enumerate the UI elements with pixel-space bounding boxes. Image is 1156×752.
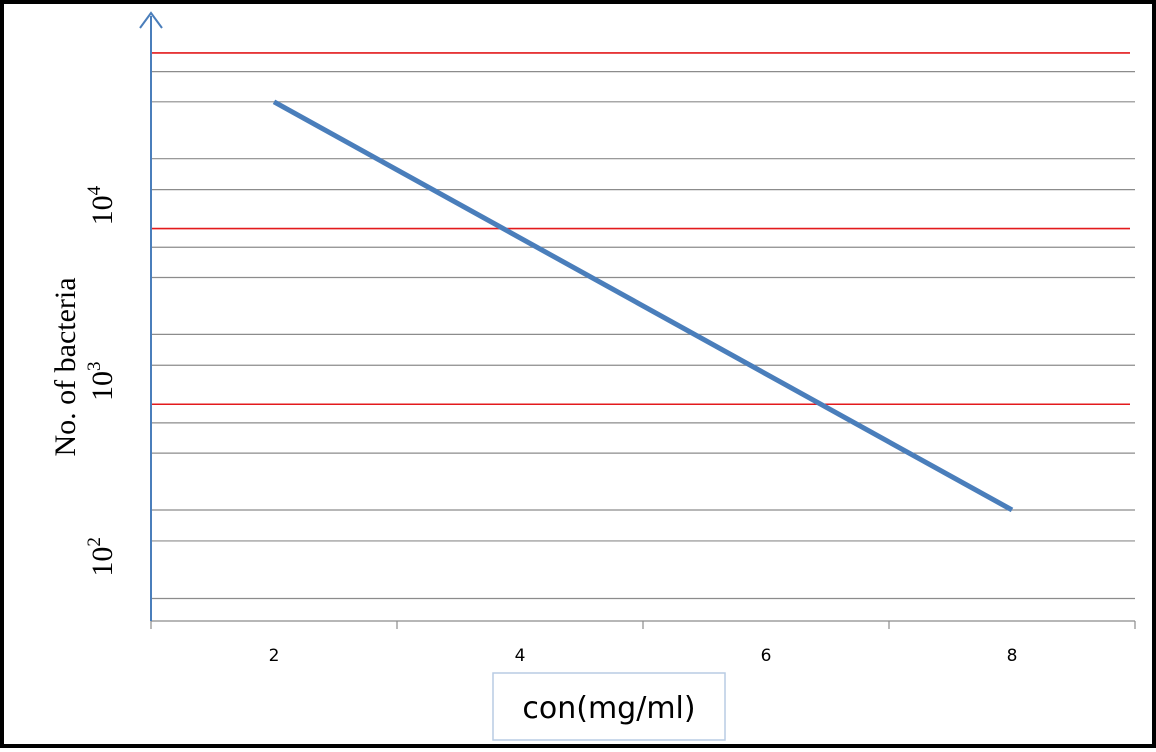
gridlines [151, 70, 1135, 600]
x-tick-label: 8 [1007, 646, 1018, 666]
y-tick-label: 102 [84, 537, 119, 577]
reference-lines [151, 52, 1130, 406]
line-chart: 2 4 6 8 102 103 104 con(mg/ml) No. of bacteria [49, 11, 1136, 741]
x-tick-label: 6 [761, 646, 772, 666]
x-tick-label: 2 [269, 646, 280, 666]
series-line [272, 99, 1014, 513]
y-axis-label: No. of bacteria [49, 277, 82, 456]
axes [139, 11, 1136, 629]
x-tick-label: 4 [515, 646, 526, 666]
x-axis-label: con(mg/ml) [522, 691, 695, 726]
xlabel-box [492, 672, 726, 741]
y-axis-arrow-icon [139, 11, 163, 29]
tick-labels: 2 4 6 8 102 103 104 [84, 185, 1017, 666]
y-tick-label: 103 [84, 362, 119, 402]
y-tick-label: 104 [84, 185, 119, 225]
series-layer [272, 99, 1014, 513]
